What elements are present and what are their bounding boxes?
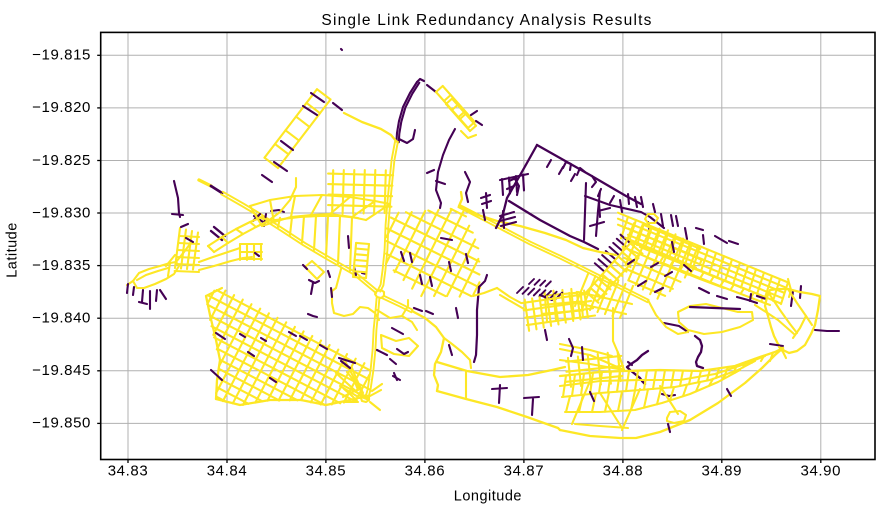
svg-text:34.90: 34.90 bbox=[801, 463, 842, 480]
svg-text:34.84: 34.84 bbox=[207, 463, 248, 480]
svg-text:34.83: 34.83 bbox=[108, 463, 149, 480]
svg-text:−19.830: −19.830 bbox=[32, 204, 91, 221]
svg-text:34.87: 34.87 bbox=[504, 463, 545, 480]
svg-text:−19.820: −19.820 bbox=[32, 99, 91, 116]
svg-text:34.88: 34.88 bbox=[603, 463, 644, 480]
svg-text:−19.850: −19.850 bbox=[32, 415, 91, 432]
svg-text:Latitude: Latitude bbox=[5, 222, 21, 278]
svg-text:−19.840: −19.840 bbox=[32, 310, 91, 327]
svg-text:34.86: 34.86 bbox=[405, 463, 446, 480]
svg-text:Single Link Redundancy Analysi: Single Link Redundancy Analysis Results bbox=[321, 12, 652, 29]
svg-text:−19.845: −19.845 bbox=[32, 362, 91, 379]
svg-text:−19.835: −19.835 bbox=[32, 257, 91, 274]
svg-text:34.85: 34.85 bbox=[306, 463, 347, 480]
svg-text:−19.815: −19.815 bbox=[32, 47, 91, 64]
svg-text:34.89: 34.89 bbox=[702, 463, 743, 480]
svg-text:Longitude: Longitude bbox=[454, 489, 522, 505]
svg-text:−19.825: −19.825 bbox=[32, 152, 91, 169]
